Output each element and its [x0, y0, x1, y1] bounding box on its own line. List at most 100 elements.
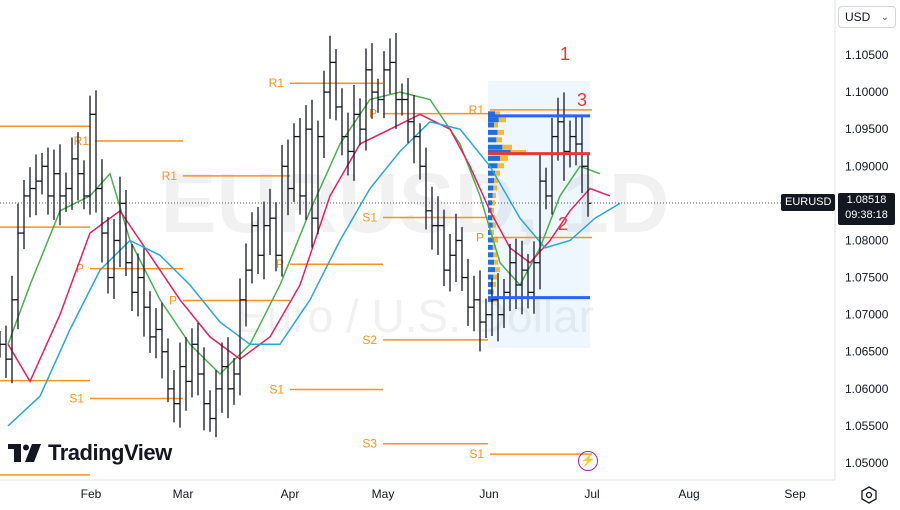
ohlc-bar[interactable] [297, 117, 303, 215]
ohlc-bar[interactable] [129, 244, 135, 312]
ohlc-bar[interactable] [267, 188, 273, 255]
ohlc-bar[interactable] [291, 123, 297, 202]
ohlc-bar[interactable] [21, 179, 27, 250]
ohlc-bar[interactable] [303, 105, 309, 220]
hexagon-settings-icon[interactable] [858, 484, 880, 506]
ohlc-bar[interactable] [447, 233, 453, 292]
ohlc-bar[interactable] [159, 302, 165, 379]
ohlc-bar[interactable] [573, 115, 579, 166]
ohlc-bar[interactable] [375, 78, 381, 113]
ohlc-bar[interactable] [357, 98, 363, 146]
ohlc-bar[interactable] [459, 227, 465, 291]
ohlc-bar[interactable] [183, 337, 189, 411]
ohlc-bar[interactable] [387, 38, 393, 94]
ohlc-bar[interactable] [0, 330, 3, 358]
ohlc-bar[interactable] [417, 123, 423, 180]
ohlc-bar[interactable] [99, 159, 105, 263]
ohlc-bar[interactable] [39, 152, 45, 195]
ohlc-bar[interactable] [231, 357, 237, 405]
ohlc-bar[interactable] [483, 298, 489, 339]
ohlc-bar[interactable] [471, 275, 477, 332]
ohlc-bar[interactable] [429, 186, 435, 250]
lightning-icon[interactable]: ⚡ [578, 451, 598, 471]
ohlc-bar[interactable] [117, 176, 123, 268]
ohlc-bar[interactable] [153, 308, 159, 359]
ohlc-bar[interactable] [363, 48, 369, 151]
ohlc-bar[interactable] [549, 117, 555, 215]
ohlc-bar[interactable] [501, 279, 507, 328]
ohlc-bar[interactable] [135, 253, 141, 317]
ohlc-bar[interactable] [345, 112, 351, 176]
ohlc-bar[interactable] [3, 325, 9, 378]
ohlc-bar[interactable] [351, 84, 357, 181]
tradingview-logo[interactable]: TradingView [8, 440, 172, 466]
ohlc-bar[interactable] [255, 206, 261, 274]
ohlc-bar[interactable] [201, 347, 207, 431]
ohlc-bar[interactable] [33, 154, 39, 216]
ohlc-bar[interactable] [411, 95, 417, 164]
ohlc-bar[interactable] [225, 337, 231, 419]
ohlc-bar[interactable] [237, 278, 243, 396]
ohlc-bar[interactable] [51, 149, 57, 220]
ohlc-bar[interactable] [537, 154, 543, 290]
ohlc-bar[interactable] [495, 273, 501, 342]
ohlc-bar[interactable] [309, 99, 315, 248]
ohlc-bar[interactable] [555, 97, 561, 161]
ohlc-bar[interactable] [27, 167, 33, 218]
ohlc-bar[interactable] [177, 342, 183, 428]
ohlc-bar[interactable] [453, 213, 459, 282]
ohlc-bar[interactable] [333, 49, 339, 121]
ohlc-bar[interactable] [393, 33, 399, 129]
ohlc-bar[interactable] [273, 202, 279, 272]
ohlc-bar[interactable] [543, 167, 549, 210]
ohlc-bar[interactable] [525, 254, 531, 309]
ohlc-bar[interactable] [219, 342, 225, 413]
ohlc-bar[interactable] [171, 370, 177, 423]
ohlc-bar[interactable] [147, 291, 153, 353]
ohlc-bar[interactable] [519, 240, 525, 315]
ohlc-bar[interactable] [195, 322, 201, 396]
ohlc-bar[interactable] [207, 390, 213, 432]
ohlc-bar[interactable] [531, 241, 537, 314]
ohlc-bar[interactable] [189, 328, 195, 398]
ohlc-bar[interactable] [213, 370, 219, 438]
ohlc-bar[interactable] [249, 212, 255, 284]
ohlc-bar[interactable] [369, 43, 375, 119]
ohlc-bar[interactable] [405, 78, 411, 144]
ohlc-bar[interactable] [15, 203, 21, 330]
ohlc-bar[interactable] [87, 95, 93, 215]
ohlc-bar[interactable] [477, 270, 483, 352]
ohlc-bar[interactable] [63, 172, 69, 212]
ohlc-bar[interactable] [315, 120, 321, 235]
ohlc-bar[interactable] [489, 278, 495, 337]
ohlc-bar[interactable] [243, 243, 249, 327]
ohlc-bar[interactable] [261, 201, 267, 280]
ohlc-bar[interactable] [507, 244, 513, 312]
ohlc-bar[interactable] [165, 338, 171, 403]
ohlc-bar[interactable] [465, 258, 471, 326]
currency-selector[interactable]: USD ⌄ [838, 6, 896, 28]
ohlc-bar[interactable] [81, 160, 87, 210]
ohlc-bar[interactable] [75, 132, 81, 201]
ohlc-bar[interactable] [93, 90, 99, 213]
ohlc-bar[interactable] [45, 147, 51, 215]
ohlc-bar[interactable] [141, 248, 147, 337]
ohlc-bar[interactable] [423, 147, 429, 230]
ohlc-bar[interactable] [321, 70, 327, 158]
ohlc-bar[interactable] [435, 196, 441, 255]
ohlc-bar[interactable] [561, 92, 567, 181]
ohlc-bar[interactable] [279, 144, 285, 277]
ohlc-bar[interactable] [105, 217, 111, 294]
ohlc-bar[interactable] [111, 219, 117, 299]
ohlc-bar[interactable] [441, 209, 447, 287]
ohlc-bar[interactable] [69, 137, 75, 210]
ohlc-bar[interactable] [9, 275, 15, 384]
ohlc-bar[interactable] [57, 144, 63, 226]
ohlc-bar[interactable] [327, 35, 333, 119]
ohlc-bar[interactable] [381, 51, 387, 119]
ohlc-bar[interactable] [567, 120, 573, 168]
ohlc-bar[interactable] [339, 88, 345, 156]
ohlc-bar[interactable] [399, 83, 405, 116]
